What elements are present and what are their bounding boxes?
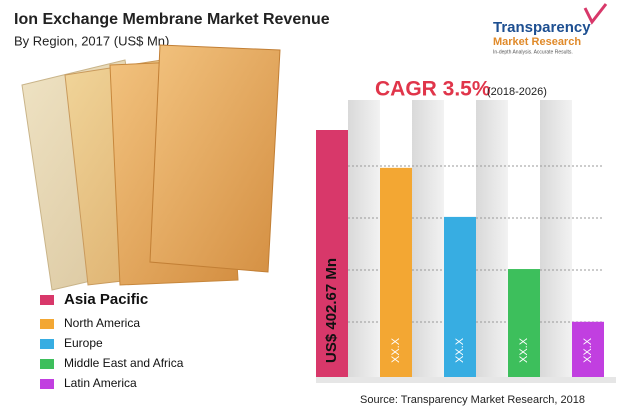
- bar: [444, 216, 476, 377]
- legend-label: Asia Pacific: [64, 291, 148, 308]
- product-image: [21, 44, 281, 291]
- bar: [380, 167, 412, 377]
- value-label: XX.X: [454, 337, 466, 363]
- legend-label: Latin America: [64, 376, 137, 390]
- source: Source: Transparency Market Research, 20…: [360, 394, 585, 406]
- logo-mark: [583, 3, 608, 25]
- bar: [316, 130, 348, 377]
- logo-tagline: In-depth Analysis. Accurate Results.: [493, 49, 573, 55]
- value-label: XX.X: [390, 337, 402, 363]
- legend-swatch: [40, 379, 54, 389]
- legend-swatch: [40, 359, 54, 369]
- legend-swatch: [40, 339, 54, 349]
- legend-label: Middle East and Africa: [64, 356, 184, 370]
- legend-label: Europe: [64, 336, 103, 350]
- legend-label: North America: [64, 316, 140, 330]
- legend-swatch: [40, 295, 54, 305]
- cagr: CAGR 3.5%: [375, 78, 491, 101]
- bar: [508, 269, 540, 377]
- legend-swatch: [40, 319, 54, 329]
- bar: [572, 321, 604, 377]
- chart-subtitle: By Region, 2017 (US$ Mn): [14, 33, 169, 48]
- logo-subname: Market Research: [493, 36, 581, 48]
- value-label: US$ 402.67 Mn: [323, 258, 340, 363]
- cagr-period: (2018-2026): [487, 86, 547, 98]
- value-label: XX.X: [518, 337, 530, 363]
- value-label: XX.X: [582, 337, 594, 363]
- logo-name: Transparency: [493, 19, 591, 36]
- chart-title: Ion Exchange Membrane Market Revenue: [14, 11, 330, 28]
